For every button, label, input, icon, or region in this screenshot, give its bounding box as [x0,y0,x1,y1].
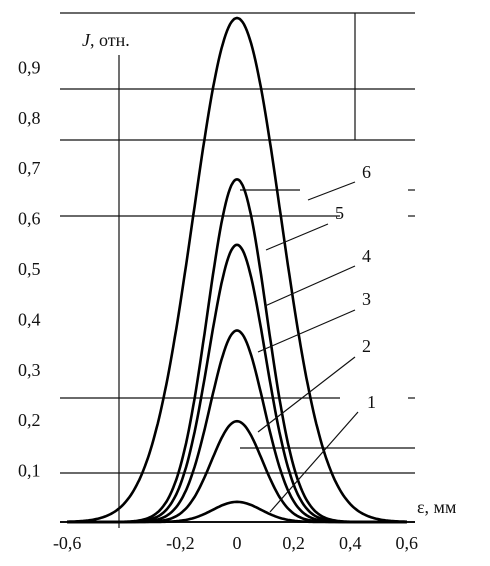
y-tick-label: 0,6 [18,209,41,229]
y-tick-label: 0,5 [18,259,41,279]
series-line-3 [67,329,407,524]
y-tick-label: 0,2 [18,410,41,430]
series-label-2: 2 [362,336,371,356]
y-tick-labels: 0,1 0,2 0,3 0,4 0,5 0,6 0,7 0,8 0,9 [18,57,41,480]
y-tick-label: 0,1 [18,461,41,481]
leader-line-3 [257,309,356,353]
leader-line-1 [269,411,359,513]
series-label-4: 4 [362,246,371,266]
series-leader-lines [257,181,359,513]
horizontal-rules [60,12,415,474]
x-tick-label: 0,2 [282,533,305,553]
series-labels: 1 2 3 4 5 6 [335,162,376,412]
y-tick-label: 0,9 [18,57,41,77]
x-tick-label: -0,6 [53,533,82,553]
series-label-1: 1 [367,392,376,412]
leader-line-5 [265,223,329,251]
x-tick-label: 0,6 [396,533,419,553]
x-tick-label: 0,4 [339,533,362,553]
y-axis-label: J, отн. [82,30,130,50]
series-label-3: 3 [362,289,371,309]
y-tick-label: 0,8 [18,108,41,128]
leader-line-2 [257,356,356,433]
series-line-1 [67,500,407,524]
x-axis-label: ε, мм [417,497,456,517]
leader-line-6 [307,181,356,201]
y-tick-label: 0,7 [18,158,41,178]
x-tick-label: -0,2 [166,533,195,553]
y-tick-label: 0,4 [18,309,41,329]
series-line-2 [67,419,407,524]
series-line-4 [67,243,407,524]
x-tick-labels: -0,6 -0,2 0 0,2 0,4 0,6 [53,533,418,553]
y-tick-label: 0,3 [18,360,41,380]
series-line-6 [67,16,407,523]
series-label-5: 5 [335,203,344,223]
series-label-6: 6 [362,162,371,182]
series-line-5 [67,177,407,524]
y-axis-label-rest: , отн. [90,30,130,50]
series-curves [67,16,407,524]
y-axis-label-italic: J [82,30,91,50]
x-tick-label: 0 [233,533,242,553]
leader-line-4 [264,265,356,307]
